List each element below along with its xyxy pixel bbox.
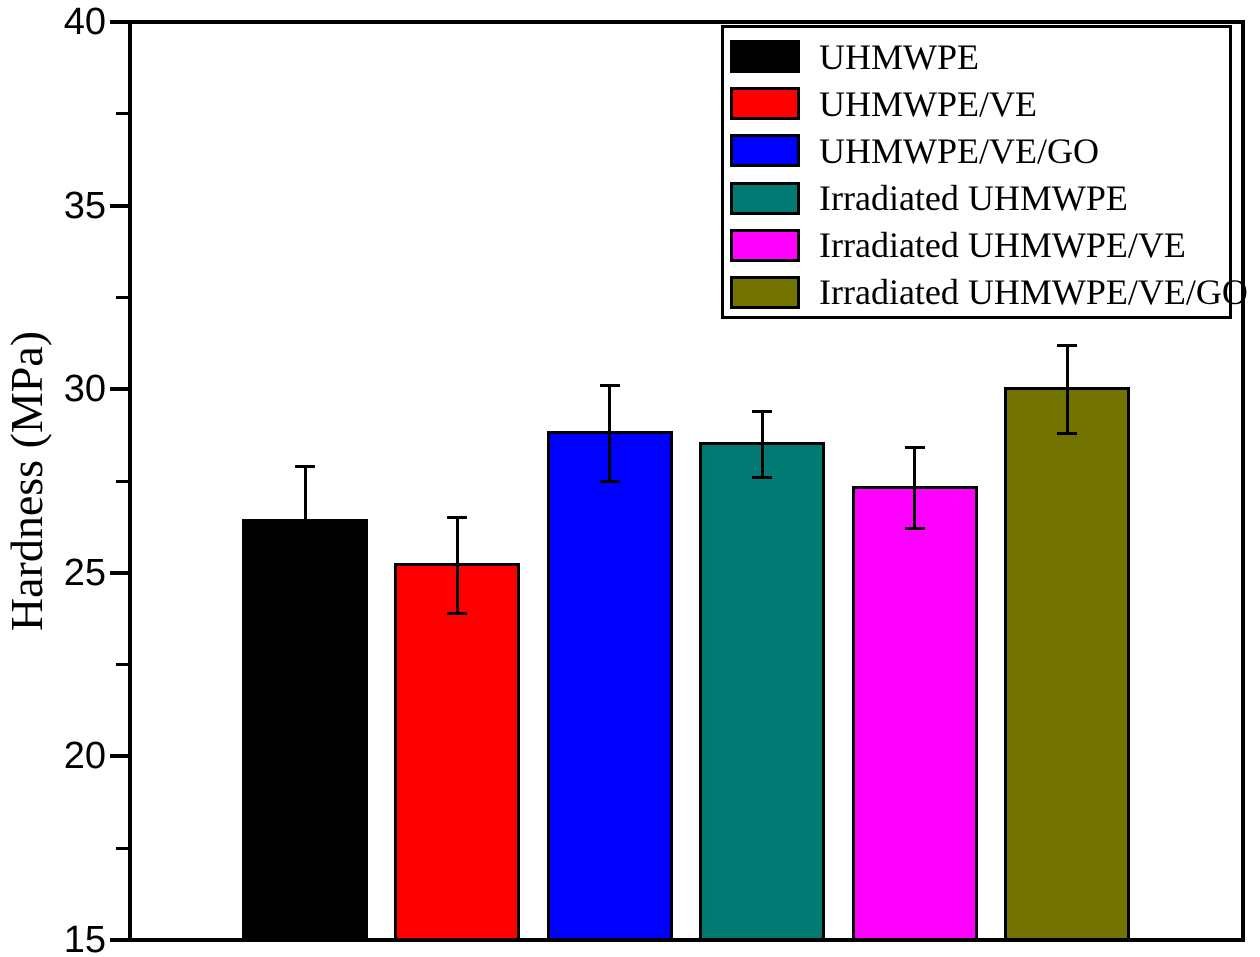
- y-tick-label: 40: [63, 1, 106, 43]
- legend-item: Irradiated UHMWPE/VE: [724, 222, 1229, 269]
- error-bar-cap-top: [904, 446, 925, 450]
- legend: UHMWPE UHMWPE/VE UHMWPE/VE/GO Irradiated UH…: [721, 25, 1248, 319]
- y-major-tick: [110, 570, 130, 575]
- error-bar-line: [760, 411, 764, 478]
- error-bar-cap-bottom: [447, 611, 468, 615]
- legend-swatch: [730, 134, 800, 168]
- error-bar-cap-top: [599, 384, 620, 388]
- legend-swatch: [730, 228, 800, 262]
- error-bar-cap-bottom: [295, 574, 315, 578]
- error-bar-line: [913, 447, 917, 529]
- legend-item: Irradiated UHMWPE/VE/GO: [724, 269, 1248, 316]
- legend-swatch: [730, 87, 800, 121]
- legend-label: Irradiated UHMWPE: [819, 178, 1128, 219]
- error-bar-line: [1065, 345, 1069, 434]
- error-bar-cap-bottom: [904, 527, 925, 531]
- bar-uhmwpe-ve: [394, 563, 521, 941]
- legend-item: UHMWPE/VE/GO: [724, 127, 1229, 174]
- error-bar-cap-top: [1057, 343, 1077, 347]
- bar-uhmwpe: [242, 519, 368, 941]
- bar-irradiated-uhmwpe-ve-go: [1004, 387, 1130, 941]
- error-bar-line: [608, 385, 612, 481]
- y-major-tick: [110, 387, 130, 392]
- legend-swatch: [730, 40, 800, 74]
- y-minor-tick: [116, 663, 128, 667]
- legend-label: Irradiated UHMWPE/VE/GO: [819, 272, 1248, 313]
- plot-area: [128, 20, 1245, 942]
- error-bar-cap-top: [295, 464, 315, 468]
- error-bar-cap-bottom: [599, 479, 620, 483]
- bar-irradiated-uhmwpe-ve: [851, 486, 978, 941]
- y-axis-title: Hardness (MPa): [1, 330, 52, 632]
- legend-item: UHMWPE: [724, 33, 1229, 80]
- error-bar-cap-bottom: [1057, 431, 1077, 435]
- y-minor-tick: [116, 846, 128, 850]
- error-bar-cap-top: [752, 409, 773, 413]
- y-tick-label: 20: [63, 735, 106, 778]
- legend-label: Irradiated UHMWPE/VE: [819, 225, 1186, 266]
- error-bar-line: [455, 517, 459, 614]
- error-bar-line: [303, 466, 307, 577]
- legend-label: UHMWPE: [819, 36, 979, 77]
- y-major-tick: [110, 938, 130, 942]
- y-tick-label: 35: [63, 184, 106, 227]
- y-minor-tick: [116, 112, 128, 116]
- error-bar-cap-bottom: [752, 475, 773, 479]
- bar-uhmwpe-ve-go: [546, 431, 673, 941]
- y-major-tick: [110, 203, 130, 208]
- y-tick-label: 15: [63, 919, 106, 957]
- y-major-tick: [110, 754, 130, 759]
- y-minor-tick: [116, 295, 128, 299]
- legend-item: UHMWPE/VE: [724, 80, 1229, 127]
- legend-label: UHMWPE/VE: [819, 83, 1037, 124]
- legend-swatch: [730, 181, 800, 215]
- y-tick-label: 30: [63, 368, 106, 411]
- y-minor-tick: [116, 479, 128, 483]
- y-tick-label: 25: [63, 551, 106, 594]
- legend-swatch: [730, 275, 800, 309]
- bar-irradiated-uhmwpe: [699, 442, 826, 941]
- y-major-tick: [110, 20, 130, 24]
- legend-item: Irradiated UHMWPE: [724, 175, 1229, 222]
- legend-label: UHMWPE/VE/GO: [819, 130, 1099, 171]
- error-bar-cap-top: [447, 516, 468, 520]
